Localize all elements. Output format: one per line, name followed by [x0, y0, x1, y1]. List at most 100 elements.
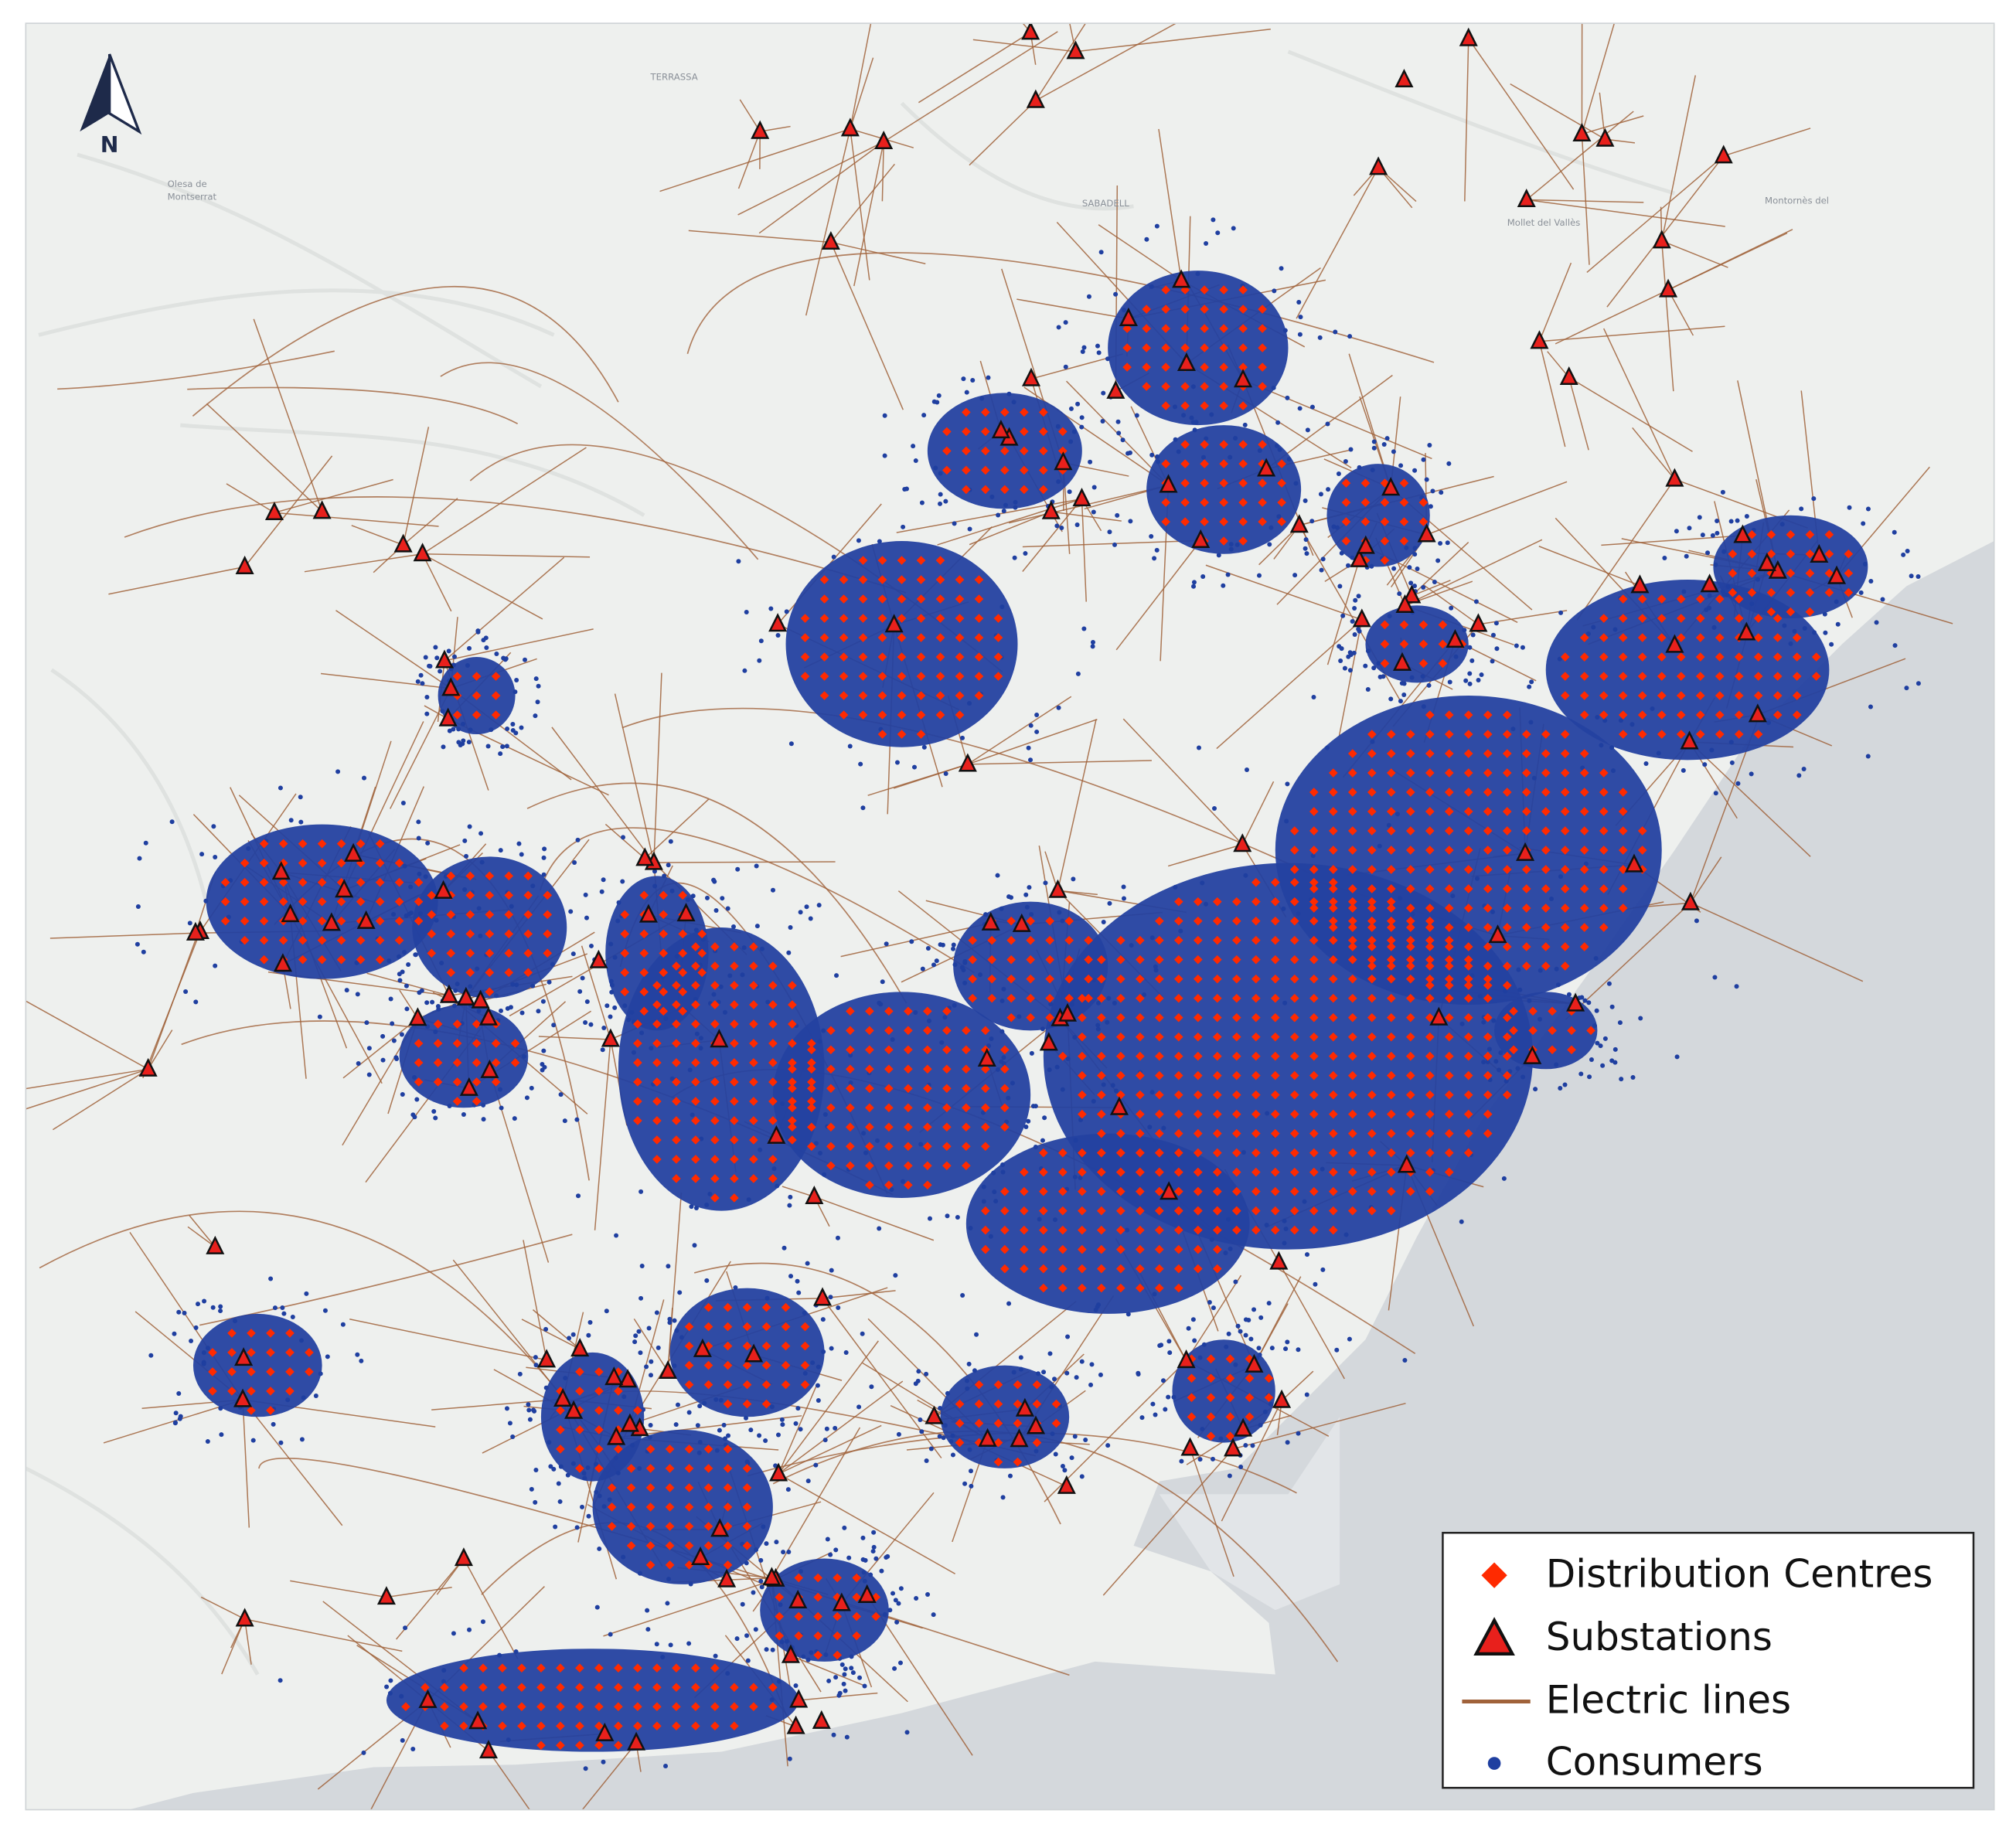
- distribution-centre: [678, 987, 688, 997]
- consumer: [1093, 1308, 1098, 1313]
- consumer: [1674, 1054, 1680, 1060]
- consumer: [633, 1333, 639, 1339]
- consumer: [860, 1557, 866, 1562]
- consumer: [1017, 1014, 1022, 1019]
- substation: [281, 903, 300, 923]
- consumer: [1258, 1423, 1263, 1428]
- consumer: [1449, 605, 1454, 611]
- distribution-centre: [452, 1097, 462, 1106]
- distribution-centre: [1360, 478, 1371, 488]
- electric-line: [853, 141, 884, 287]
- substation: [186, 921, 205, 941]
- consumer: [1311, 695, 1316, 700]
- distribution-centre: [1599, 672, 1609, 681]
- consumer: [1113, 291, 1119, 297]
- substation: [1516, 842, 1535, 861]
- consumer: [674, 1328, 679, 1333]
- consumer: [1365, 686, 1371, 692]
- consumer: [1303, 537, 1309, 543]
- consumer: [1428, 504, 1433, 509]
- distribution-centre: [730, 1193, 739, 1203]
- consumer: [1662, 556, 1667, 561]
- consumer: [787, 1203, 792, 1208]
- distribution-centre: [1161, 285, 1170, 294]
- distribution-centre: [659, 890, 669, 900]
- distribution-centre: [1328, 884, 1338, 893]
- consumer: [1078, 1117, 1083, 1122]
- distribution-centre: [1786, 587, 1796, 597]
- consumer: [1190, 1317, 1196, 1322]
- consumer: [1157, 1343, 1163, 1349]
- electric-line: [778, 1424, 882, 1475]
- consumer: [1521, 1074, 1526, 1080]
- substation: [234, 1347, 254, 1366]
- consumer: [885, 1553, 891, 1559]
- consumer: [1088, 459, 1093, 465]
- distribution-centre: [955, 691, 965, 700]
- consumer: [948, 1439, 954, 1445]
- consumer: [513, 689, 518, 695]
- consumer: [842, 1672, 847, 1677]
- consumer-area: [940, 1365, 1070, 1468]
- consumer: [833, 1675, 839, 1680]
- distribution-centre: [472, 710, 482, 720]
- consumer: [380, 1057, 386, 1063]
- distribution-centre: [1599, 768, 1609, 778]
- electric-line: [244, 1618, 403, 1652]
- consumer: [1835, 621, 1841, 627]
- distribution-centre: [703, 1522, 713, 1531]
- distribution-centre: [659, 968, 669, 978]
- consumer: [1001, 509, 1006, 514]
- consumer: [434, 917, 439, 923]
- consumer: [645, 1608, 650, 1613]
- distribution-centre: [1425, 749, 1435, 758]
- distribution-centre: [955, 1418, 965, 1428]
- consumer: [196, 1302, 201, 1307]
- consumer: [1338, 658, 1343, 663]
- distribution-centre: [446, 968, 456, 978]
- consumer: [1149, 1090, 1155, 1095]
- distribution-centre: [1425, 1109, 1435, 1119]
- consumer: [697, 1439, 703, 1445]
- consumer: [1916, 573, 1921, 579]
- distribution-centre: [665, 1522, 675, 1531]
- distribution-centre: [749, 1077, 758, 1087]
- distribution-centre: [1173, 1264, 1183, 1274]
- consumer: [468, 984, 473, 989]
- distribution-centre: [897, 614, 907, 623]
- substation: [1700, 573, 1719, 593]
- distribution-centre: [1077, 993, 1087, 1003]
- substation: [1177, 352, 1196, 372]
- distribution-centre: [1753, 614, 1763, 623]
- consumer: [580, 1504, 585, 1509]
- consumer: [1018, 1355, 1023, 1360]
- distribution-centre: [1425, 981, 1435, 990]
- substation: [376, 1586, 396, 1605]
- consumer: [804, 904, 809, 910]
- consumer: [228, 878, 233, 883]
- electric-line: [148, 1029, 173, 1070]
- distribution-centre: [723, 1560, 733, 1570]
- consumer: [1282, 1218, 1287, 1223]
- electric-line: [1689, 741, 1811, 857]
- consumer: [615, 918, 621, 924]
- consumer: [835, 1235, 840, 1240]
- distribution-centre: [684, 1522, 694, 1531]
- distribution-centre: [761, 1380, 771, 1390]
- consumer: [1101, 390, 1106, 396]
- electric-line: [386, 1587, 452, 1598]
- consumer: [1256, 1346, 1262, 1351]
- consumer: [836, 1305, 841, 1311]
- electric-line: [737, 141, 884, 216]
- electric-line: [883, 31, 1058, 143]
- electric-line: [1526, 199, 1725, 227]
- consumer: [1070, 1002, 1075, 1007]
- substation: [1180, 1437, 1200, 1456]
- electric-line: [1167, 843, 1243, 867]
- distribution-centre: [1579, 710, 1589, 720]
- consumer: [1435, 558, 1441, 563]
- electric-line: [444, 628, 594, 662]
- consumer: [775, 633, 781, 638]
- electric-line: [967, 696, 1072, 765]
- consumer: [884, 941, 889, 947]
